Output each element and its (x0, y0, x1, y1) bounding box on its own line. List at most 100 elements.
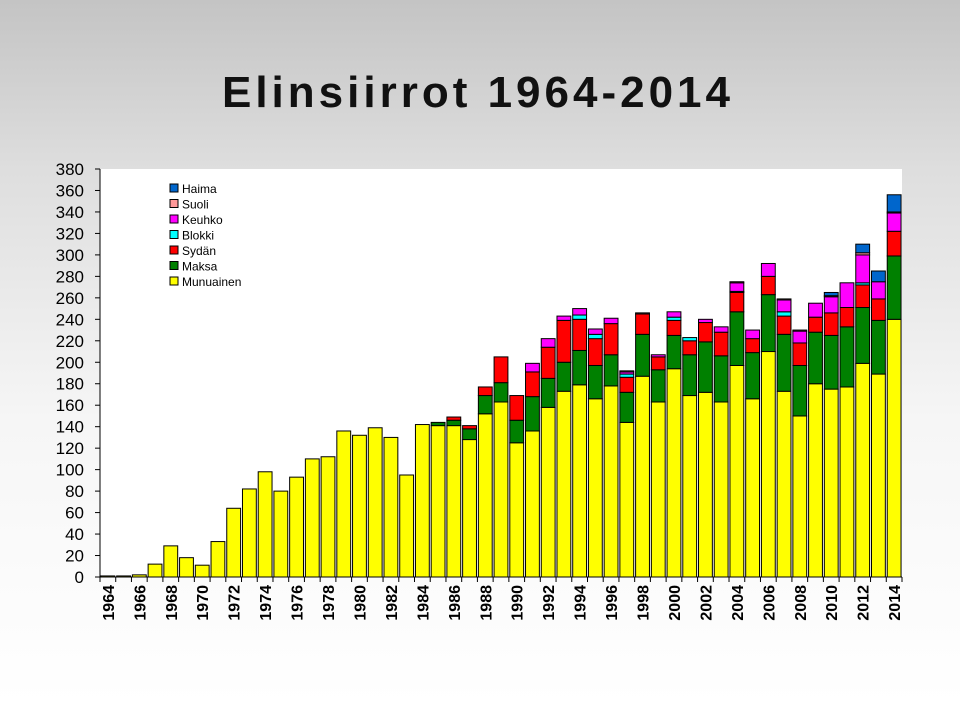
bar-syd-n-1993 (556, 319, 572, 363)
bar-maksa-1990 (509, 419, 525, 444)
x-tick-label: 1980 (352, 585, 369, 621)
bar-syd-n-1990 (509, 395, 525, 421)
bar-maksa-2006 (760, 294, 776, 353)
bar-maksa-1988 (477, 395, 493, 415)
bar-keuhko-2010 (823, 296, 839, 314)
bar-munuainen-1981 (367, 427, 383, 578)
bar-syd-n-2004 (729, 291, 745, 313)
bar-keuhko-1994 (572, 308, 588, 316)
bar-syd-n-1996 (603, 323, 619, 356)
bar-munuainen-1985 (430, 425, 446, 578)
bar-munuainen-1974 (257, 471, 273, 578)
bar-munuainen-1997 (619, 421, 635, 578)
bar-maksa-2007 (776, 333, 792, 392)
bar-maksa-2013 (870, 319, 886, 375)
bar-suoli-1997 (619, 370, 635, 373)
bar-keuhko-1995 (587, 328, 603, 335)
bar-haima-2014 (886, 194, 902, 213)
bar-maksa-1996 (603, 354, 619, 387)
bar-maksa-1991 (525, 396, 540, 432)
bar-keuhko-2004 (729, 282, 745, 292)
bar-maksa-2010 (823, 334, 839, 390)
bar-keuhko-1996 (603, 317, 619, 325)
y-tick-label: 200 (56, 353, 84, 372)
bar-maksa-1997 (619, 391, 635, 423)
bar-keuhko-2005 (745, 329, 761, 340)
bar-keuhko-2008 (792, 330, 808, 344)
bar-maksa-2012 (855, 307, 871, 364)
y-tick-label: 140 (56, 418, 84, 437)
legend-label-blokki: Blokki (182, 229, 214, 243)
bar-munuainen-1967 (147, 563, 163, 578)
bar-munuainen-1996 (603, 385, 619, 578)
bar-munuainen-2013 (870, 373, 886, 578)
x-tick-label: 1966 (132, 585, 149, 621)
bar-syd-n-2007 (776, 315, 792, 335)
bar-munuainen-1970 (194, 564, 210, 578)
bar-munuainen-1994 (572, 384, 588, 578)
bar-keuhko-1999 (650, 354, 666, 358)
bar-munuainen-2012 (855, 362, 871, 578)
bar-syd-n-2008 (792, 342, 808, 366)
bar-munuainen-2004 (729, 364, 745, 578)
bar-syd-n-2009 (808, 316, 823, 333)
axes-layer: 0 20 40 60 80 100 120 140 160 180 200 220 240 260 280 3… (56, 160, 905, 621)
bar-keuhko-2011 (839, 282, 855, 308)
bar-munuainen-1977 (304, 458, 320, 578)
bar-maksa-2000 (666, 334, 682, 370)
x-tick-label: 2008 (793, 585, 810, 621)
bar-keuhko-2007 (776, 299, 792, 313)
bar-munuainen-1983 (399, 474, 415, 578)
y-tick-label: 240 (56, 310, 84, 329)
y-tick-label: 260 (56, 289, 84, 308)
x-tick-label: 1968 (164, 585, 181, 621)
bar-syd-n-2013 (870, 298, 886, 321)
bar-keuhko-2003 (713, 326, 729, 333)
y-tick-label: 380 (56, 160, 84, 179)
bar-blokki-2001 (682, 337, 698, 342)
bar-munuainen-2002 (698, 391, 713, 578)
bar-maksa-2004 (729, 311, 745, 366)
bar-maksa-1993 (556, 361, 572, 392)
bar-suoli-2008 (792, 329, 808, 332)
y-tick-label: 40 (65, 525, 84, 544)
x-tick-label: 2002 (698, 585, 715, 621)
y-tick-label: 20 (65, 547, 84, 566)
bar-munuainen-2001 (682, 395, 698, 578)
x-tick-label: 1974 (258, 585, 275, 621)
y-tick-label: 220 (56, 332, 84, 351)
bar-munuainen-1986 (446, 425, 462, 578)
bar-munuainen-1989 (493, 401, 509, 578)
bar-munuainen-1969 (179, 557, 194, 578)
x-tick-label: 1990 (510, 585, 527, 621)
bar-munuainen-2006 (760, 351, 776, 578)
bar-munuainen-2009 (808, 383, 823, 578)
bar-munuainen-1998 (635, 375, 650, 578)
bar-blokki-1995 (587, 333, 603, 340)
bar-haima-2012 (855, 243, 871, 254)
y-tick-label: 60 (65, 504, 84, 523)
bar-syd-n-1989 (493, 356, 509, 384)
bar-syd-n-1988 (477, 386, 493, 397)
bar-munuainen-1993 (556, 390, 572, 578)
bar-munuainen-1990 (509, 442, 525, 578)
bar-keuhko-2006 (760, 262, 776, 277)
bar-suoli-1998 (635, 312, 650, 315)
bar-munuainen-1995 (587, 398, 603, 578)
bar-syd-n-2006 (760, 275, 776, 296)
bar-keuhko-2012 (855, 254, 871, 284)
bar-syd-n-2001 (682, 340, 698, 356)
x-tick-label: 1996 (604, 585, 621, 621)
legend-label-keuhko: Keuhko (182, 213, 223, 227)
bar-munuainen-2000 (666, 368, 682, 578)
y-tick-label: 320 (56, 224, 84, 243)
legend-swatch-haima (169, 183, 179, 193)
y-tick-label: 100 (56, 461, 84, 480)
bar-munuainen-1984 (414, 424, 430, 578)
bar-maksa-2009 (808, 331, 823, 385)
bar-keuhko-2002 (698, 318, 713, 324)
y-tick-label: 0 (75, 568, 84, 587)
bar-keuhko-1993 (556, 315, 572, 321)
bar-syd-n-1991 (525, 371, 540, 398)
